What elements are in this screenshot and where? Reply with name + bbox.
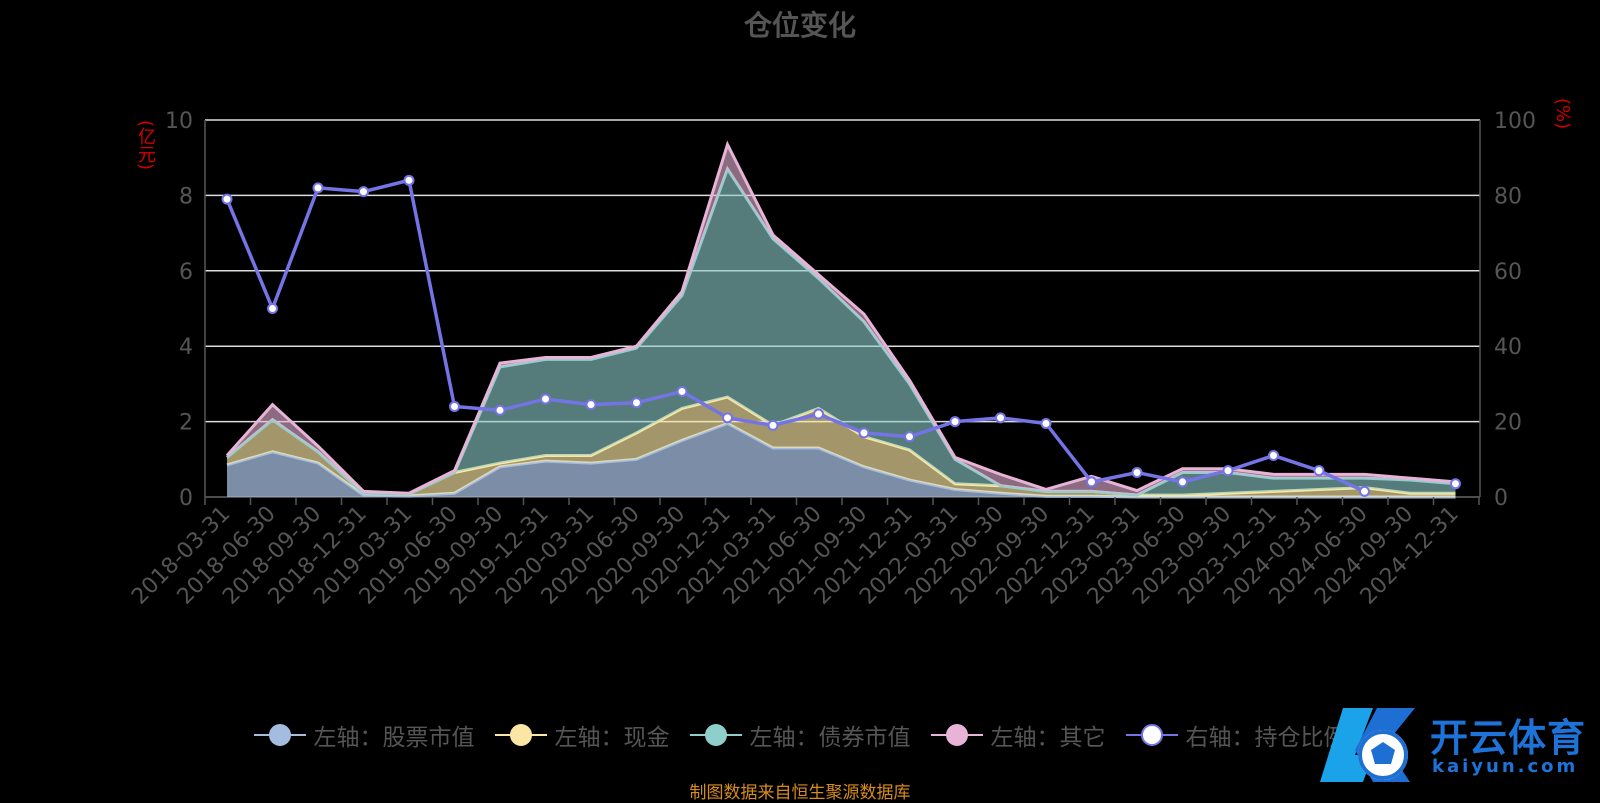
source-note: 制图数据来自恒生聚源数据库 [689,783,911,803]
legend-item-bond[interactable]: 左轴：债券市值 [689,718,911,752]
ratio-point [585,399,597,411]
legend-item-ratio[interactable]: 右轴：持仓比例 [1125,718,1347,752]
ratio-point [1450,478,1461,490]
legend-swatch-other [930,724,983,746]
ratio-point [995,412,1006,424]
ratio-point [1131,466,1143,478]
legend-label-stock: 左轴：股票市值 [313,725,475,751]
ratio-point [1268,450,1279,462]
ratio-point [358,186,369,198]
ratio-point [540,393,551,405]
kaiyun-logo [1320,708,1415,782]
legend-swatch-stock [253,724,306,746]
legend-swatch-bond [689,724,742,746]
ratio-point [449,401,460,413]
left-tick-label: 8 [179,184,193,209]
ratio-point [1359,485,1370,497]
ratio-point [1313,465,1325,477]
legend-label-ratio: 右轴：持仓比例 [1185,725,1347,751]
left-tick-label: 6 [179,260,193,285]
legend-label-other: 左轴：其它 [990,725,1106,751]
ratio-point [858,427,870,439]
right-tick-label: 40 [1494,335,1522,360]
ratio-point [1086,476,1097,488]
right-tick-label: 100 [1494,109,1536,134]
ratio-point [904,431,915,443]
legend: 左轴：股票市值 左轴：现金 左轴：债券市值 左轴：其它 右轴：持仓比例 [0,718,1600,752]
left-axis-unit: (亿元) [135,120,156,171]
chart-title: 仓位变化 [743,9,856,42]
ratio-point [722,412,733,424]
legend-label-cash: 左轴：现金 [554,725,670,751]
area-series-1 [227,397,1456,497]
watermark-sub: kaiyun.com [1432,756,1579,777]
axes [204,120,1481,505]
right-tick-label: 0 [1494,486,1508,511]
legend-item-other[interactable]: 左轴：其它 [930,718,1106,752]
ratio-point [1222,465,1234,477]
legend-label-bond: 左轴：债券市值 [749,725,911,751]
ratio-point [676,385,688,397]
ratio-point [813,408,824,420]
area-outline-series-3 [225,140,1456,495]
ratio-point [631,397,642,409]
legend-item-stock[interactable]: 左轴：股票市值 [253,718,475,752]
ratio-point [403,174,415,186]
ratio-point [267,303,278,314]
left-tick-label: 2 [179,411,193,436]
area-series-2 [227,169,1456,496]
right-axis-unit: (%) [1552,98,1573,130]
legend-swatch-cash [494,724,547,746]
right-tick-label: 60 [1494,260,1522,285]
left-tick-label: 4 [179,335,193,360]
ratio-point [221,193,233,205]
ratio-point [312,182,324,194]
legend-swatch-ratio [1125,724,1178,746]
ratio-point [494,404,506,416]
left-tick-label: 10 [165,109,193,134]
right-tick-label: 80 [1494,184,1522,209]
ratio-point [1040,417,1052,429]
ratio-line-segment [225,178,1366,493]
ratio-line [221,174,1461,497]
ratio-point [949,416,961,428]
left-tick-label: 0 [179,486,193,511]
right-tick-label: 20 [1494,411,1522,436]
area-series-0 [227,423,1456,497]
legend-item-cash[interactable]: 左轴：现金 [494,718,670,752]
ratio-point [767,419,779,431]
ratio-point [1177,476,1188,488]
watermark-name: 开云体育 [1430,716,1587,760]
